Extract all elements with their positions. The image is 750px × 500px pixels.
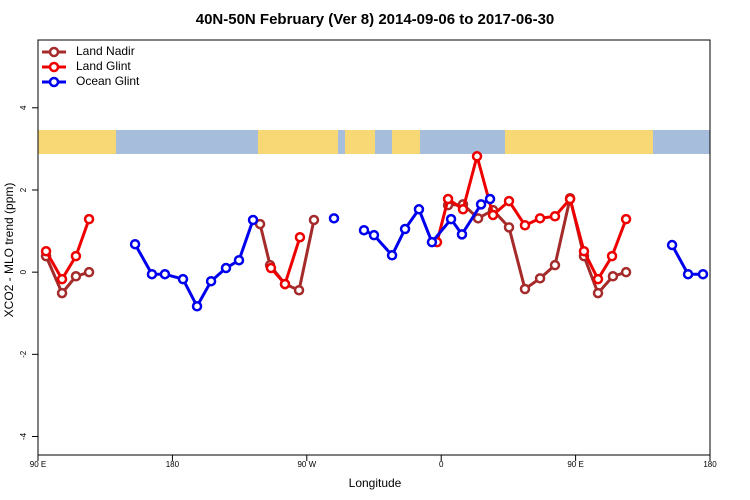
point (279, 278, 291, 290)
point (368, 229, 380, 241)
y-tick-label: 2 (19, 187, 28, 192)
x-tick-label: 90 E (567, 460, 583, 469)
point (247, 214, 259, 226)
legend-marker (48, 61, 60, 73)
point (697, 268, 709, 280)
point (70, 271, 82, 282)
point (413, 204, 425, 215)
point (205, 275, 217, 287)
point (534, 213, 546, 224)
point (503, 222, 515, 233)
point (328, 213, 340, 224)
point (456, 229, 468, 240)
chart-title: 40N-50N February (Ver 8) 2014-09-06 to 2… (196, 11, 555, 28)
point (56, 287, 68, 299)
point (564, 193, 576, 205)
legend-label: Land Glint (76, 59, 131, 73)
point (484, 193, 496, 205)
x-tick-label: 90 W (297, 460, 316, 469)
plot-frame (37, 39, 711, 456)
point (177, 273, 189, 285)
legend-label: Land Nadir (76, 44, 135, 58)
point (682, 268, 694, 280)
point (129, 238, 141, 250)
point (607, 271, 619, 282)
point (472, 213, 484, 224)
x-axis-label: Longitude (349, 476, 402, 490)
point (606, 250, 618, 262)
y-tick-label: 4 (19, 105, 28, 110)
point (475, 199, 487, 210)
point (233, 254, 245, 266)
point (666, 239, 678, 251)
point (159, 268, 171, 280)
point (503, 195, 515, 207)
point (471, 151, 483, 162)
series-line (133, 197, 703, 310)
point (146, 268, 158, 280)
point (294, 231, 306, 243)
point (620, 266, 632, 278)
x-tick-label: 90 E (30, 460, 46, 469)
x-tick-label: 180 (166, 460, 180, 469)
y-tick-label: -4 (19, 432, 28, 440)
point (386, 250, 398, 261)
point (70, 250, 82, 262)
legend-marker (48, 76, 60, 88)
point (519, 283, 531, 295)
point (487, 209, 499, 221)
point (592, 273, 604, 285)
point (56, 273, 68, 285)
point (265, 262, 277, 274)
point (83, 266, 95, 278)
point (426, 236, 438, 248)
point (519, 220, 531, 231)
map-strip (38, 130, 710, 154)
point (549, 211, 561, 222)
legend-label: Ocean Glint (76, 74, 140, 88)
point (191, 301, 203, 312)
point (442, 193, 454, 205)
point (549, 259, 561, 271)
point (358, 224, 370, 236)
y-tick-label: -2 (19, 350, 28, 358)
point (220, 262, 232, 274)
point (457, 204, 469, 215)
legend-marker (48, 46, 60, 58)
y-axis-label: XCO2 - MLO trend (ppm) (2, 183, 16, 318)
x-tick-label: 180 (703, 460, 717, 469)
point (308, 214, 320, 226)
point (445, 213, 457, 225)
point (592, 287, 604, 299)
x-tick-label: 0 (439, 460, 444, 469)
y-tick-label: 0 (19, 269, 28, 274)
point (293, 284, 305, 296)
point (620, 213, 632, 225)
point (83, 213, 95, 225)
point (40, 245, 52, 257)
point (399, 223, 411, 235)
point (534, 273, 546, 284)
point (578, 245, 590, 257)
